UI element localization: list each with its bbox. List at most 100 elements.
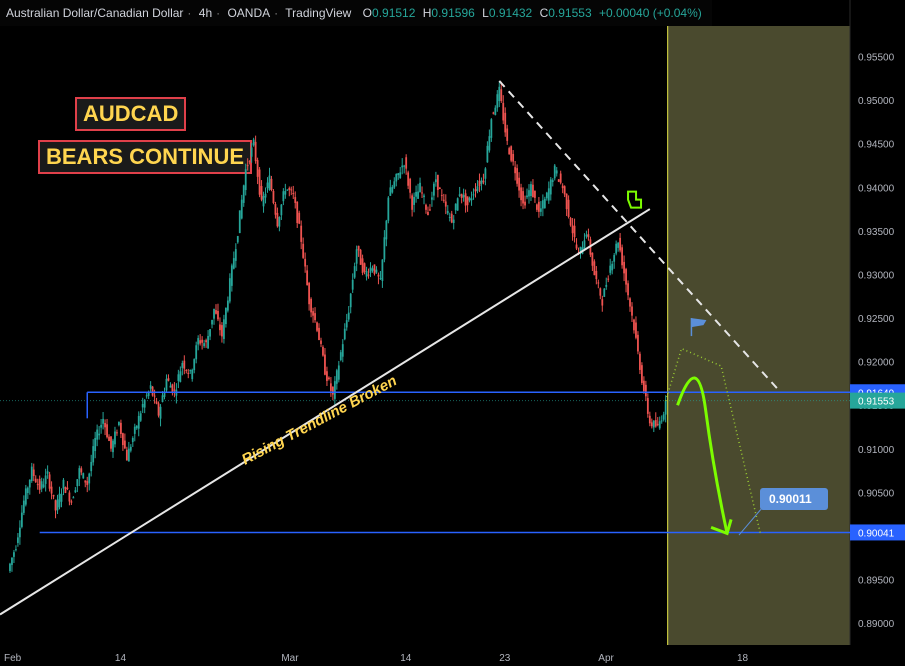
candle-body [48,474,51,489]
candle-body [343,328,346,340]
candle-body [312,311,314,316]
candle-body [270,178,273,191]
candle-body [32,469,35,477]
candle-body [294,197,297,203]
candle-body [189,370,192,372]
candle-body [90,461,93,472]
candle-body [646,398,649,414]
y-tick-label: 0.89000 [858,619,895,630]
candle-body [157,403,160,416]
candle-body [337,365,340,380]
candle-body [401,165,404,168]
candle-body [557,179,560,182]
candle-body [129,446,132,451]
candle-body [522,191,524,204]
candle-body [316,322,318,331]
candle-body [171,384,174,394]
candle-body [268,175,271,190]
candle-body [500,89,503,102]
candle-body [341,344,344,357]
candle-body [611,263,614,271]
candle-body [545,192,548,199]
candle-body [530,184,532,197]
candle-body [411,195,414,210]
candle-body [318,327,320,341]
candle-body [514,167,517,174]
candle-body [456,198,459,211]
candle-body [543,198,546,208]
bearish-arrow [676,376,729,534]
candle-body [549,179,552,195]
candle-body [662,414,665,420]
candle-body [385,220,388,240]
candle-body [260,186,263,200]
candle-body [639,353,641,370]
candle-body [631,306,633,316]
candle-body [476,186,479,192]
candle-body [664,400,667,415]
candle-body [187,372,190,375]
candle-body [329,383,332,391]
candle-body [431,197,433,200]
candle-body [585,234,588,237]
headline-badge: BEARS CONTINUE [38,140,253,174]
candle-body [13,552,15,557]
candle-body [357,245,360,251]
x-tick-label: 18 [737,653,749,664]
candle-body [88,473,91,484]
candle-body [256,160,259,177]
candle-body [211,319,213,325]
y-tick-label: 0.92000 [858,358,895,369]
candle-body [355,249,358,264]
close-key: C [539,6,549,20]
candle-body [290,189,293,191]
candle-body [551,180,554,182]
candle-body [92,446,95,463]
candle-body [587,234,590,238]
candle-body [419,182,421,193]
candle-body [345,320,348,328]
candle-body [34,478,37,483]
candle-body [258,169,261,195]
timeframe[interactable]: 4h [198,6,213,20]
candle-body [405,157,408,169]
candle-body [490,119,493,138]
candle-body [209,329,211,337]
y-tick-label: 0.95000 [858,96,895,107]
candle-body [593,261,596,276]
candle-body [145,395,148,397]
candle-body [617,242,620,248]
candle-body [339,352,342,361]
candle-body [387,197,390,221]
candle-body [391,186,394,193]
candle-body [46,471,49,474]
candle-body [52,494,55,497]
candle-body [106,424,108,438]
candle-body [17,537,19,543]
candle-body [536,204,538,210]
y-tick-label: 0.94500 [858,140,895,151]
y-tick-label: 0.91000 [858,445,895,456]
candle-body [480,180,483,184]
candle-body [415,191,417,197]
candle-body [462,194,465,198]
candle-body [108,436,110,441]
candle-body [466,196,469,206]
symbol-title[interactable]: Australian Dollar/Canadian Dollar [6,6,184,20]
candle-body [167,378,170,381]
x-tick-label: 23 [499,653,511,664]
candle-body [306,270,309,285]
candle-body [397,173,400,176]
candle-body [110,436,112,449]
candle-body [498,86,501,102]
candle-body [641,365,643,383]
candle-body [296,201,299,223]
candle-body [365,271,368,277]
candle-body [78,468,81,479]
candle-body [512,153,515,162]
candle-body [324,354,326,375]
candle-body [444,201,447,207]
candle-body [434,179,437,183]
candle-body [177,374,180,381]
